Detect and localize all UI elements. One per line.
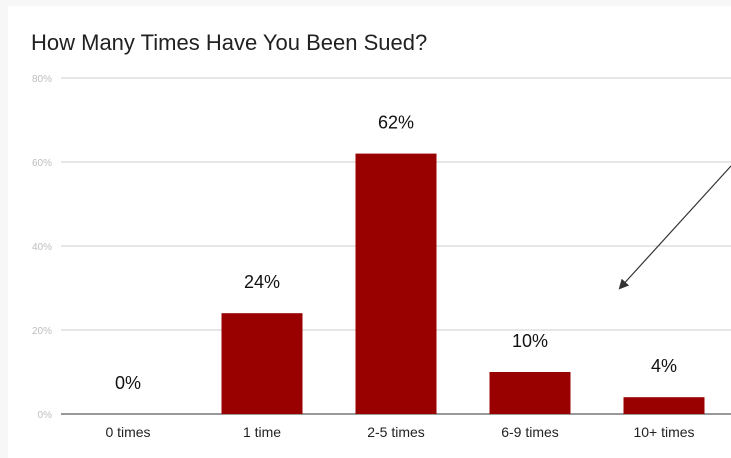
data-label: 10% xyxy=(512,331,548,351)
y-tick-label: 0% xyxy=(38,410,53,421)
chart-card: How Many Times Have You Been Sued? 0% 20%… xyxy=(8,6,731,458)
data-label: 24% xyxy=(244,272,280,292)
bar-chart: How Many Times Have You Been Sued? 0% 20%… xyxy=(31,30,731,440)
x-tick-label: 2-5 times xyxy=(367,424,425,440)
bar xyxy=(623,397,705,414)
x-axis: 0 times 1 time 2-5 times 6-9 times 10+ times xyxy=(105,424,694,440)
chart-title: How Many Times Have You Been Sued? xyxy=(31,30,427,55)
data-labels: 0% 24% 62% 10% 4% xyxy=(115,113,677,393)
bar xyxy=(355,153,437,414)
y-tick-label: 80% xyxy=(32,74,52,85)
x-tick-label: 0 times xyxy=(105,424,150,440)
x-tick-label: 1 time xyxy=(243,424,281,440)
y-tick-label: 20% xyxy=(32,326,52,337)
bars xyxy=(221,153,705,414)
annotation-arrow xyxy=(618,165,731,290)
bar xyxy=(221,313,303,414)
y-tick-label: 60% xyxy=(32,158,52,169)
bar xyxy=(489,372,571,414)
x-tick-label: 6-9 times xyxy=(501,424,559,440)
x-tick-label: 10+ times xyxy=(633,424,694,440)
y-tick-label: 40% xyxy=(32,242,52,253)
data-label: 0% xyxy=(115,373,141,393)
y-axis: 0% 20% 40% 60% 80% xyxy=(32,74,52,421)
data-label: 4% xyxy=(651,356,677,376)
data-label: 62% xyxy=(378,113,414,133)
